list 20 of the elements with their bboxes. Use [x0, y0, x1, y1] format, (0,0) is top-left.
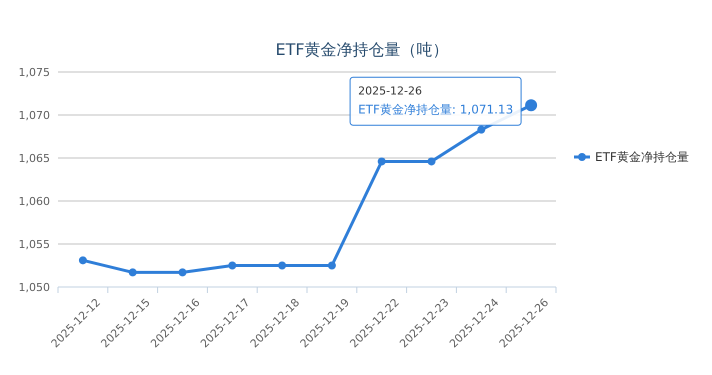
- y-tick-label: 1,065: [18, 152, 50, 165]
- tooltip: 2025-12-26 ETF黄金净持仓量: 1,071.13: [350, 76, 522, 126]
- point: [178, 268, 186, 276]
- point: [378, 157, 386, 166]
- y-tick-label: 1,060: [18, 195, 50, 208]
- point: [228, 262, 236, 270]
- y-tick-label: 1,070: [18, 109, 50, 122]
- point: [428, 157, 436, 166]
- annotation: ETF黄金净持仓量: 1,071.13: [358, 102, 514, 116]
- annotation: 2025-12-26: [358, 84, 422, 98]
- y-tick-label: 1,055: [18, 238, 50, 251]
- point: [328, 262, 336, 270]
- chart-title: ETF黄金净持仓量（吨）: [275, 40, 449, 59]
- point: [78, 256, 87, 264]
- point: [477, 126, 486, 134]
- point: [128, 268, 137, 276]
- point: [278, 262, 286, 270]
- legend-label: ETF黄金净持仓量: [595, 150, 689, 164]
- y-tick-label: 1,075: [18, 66, 50, 79]
- y-tick-label: 1,050: [18, 281, 50, 294]
